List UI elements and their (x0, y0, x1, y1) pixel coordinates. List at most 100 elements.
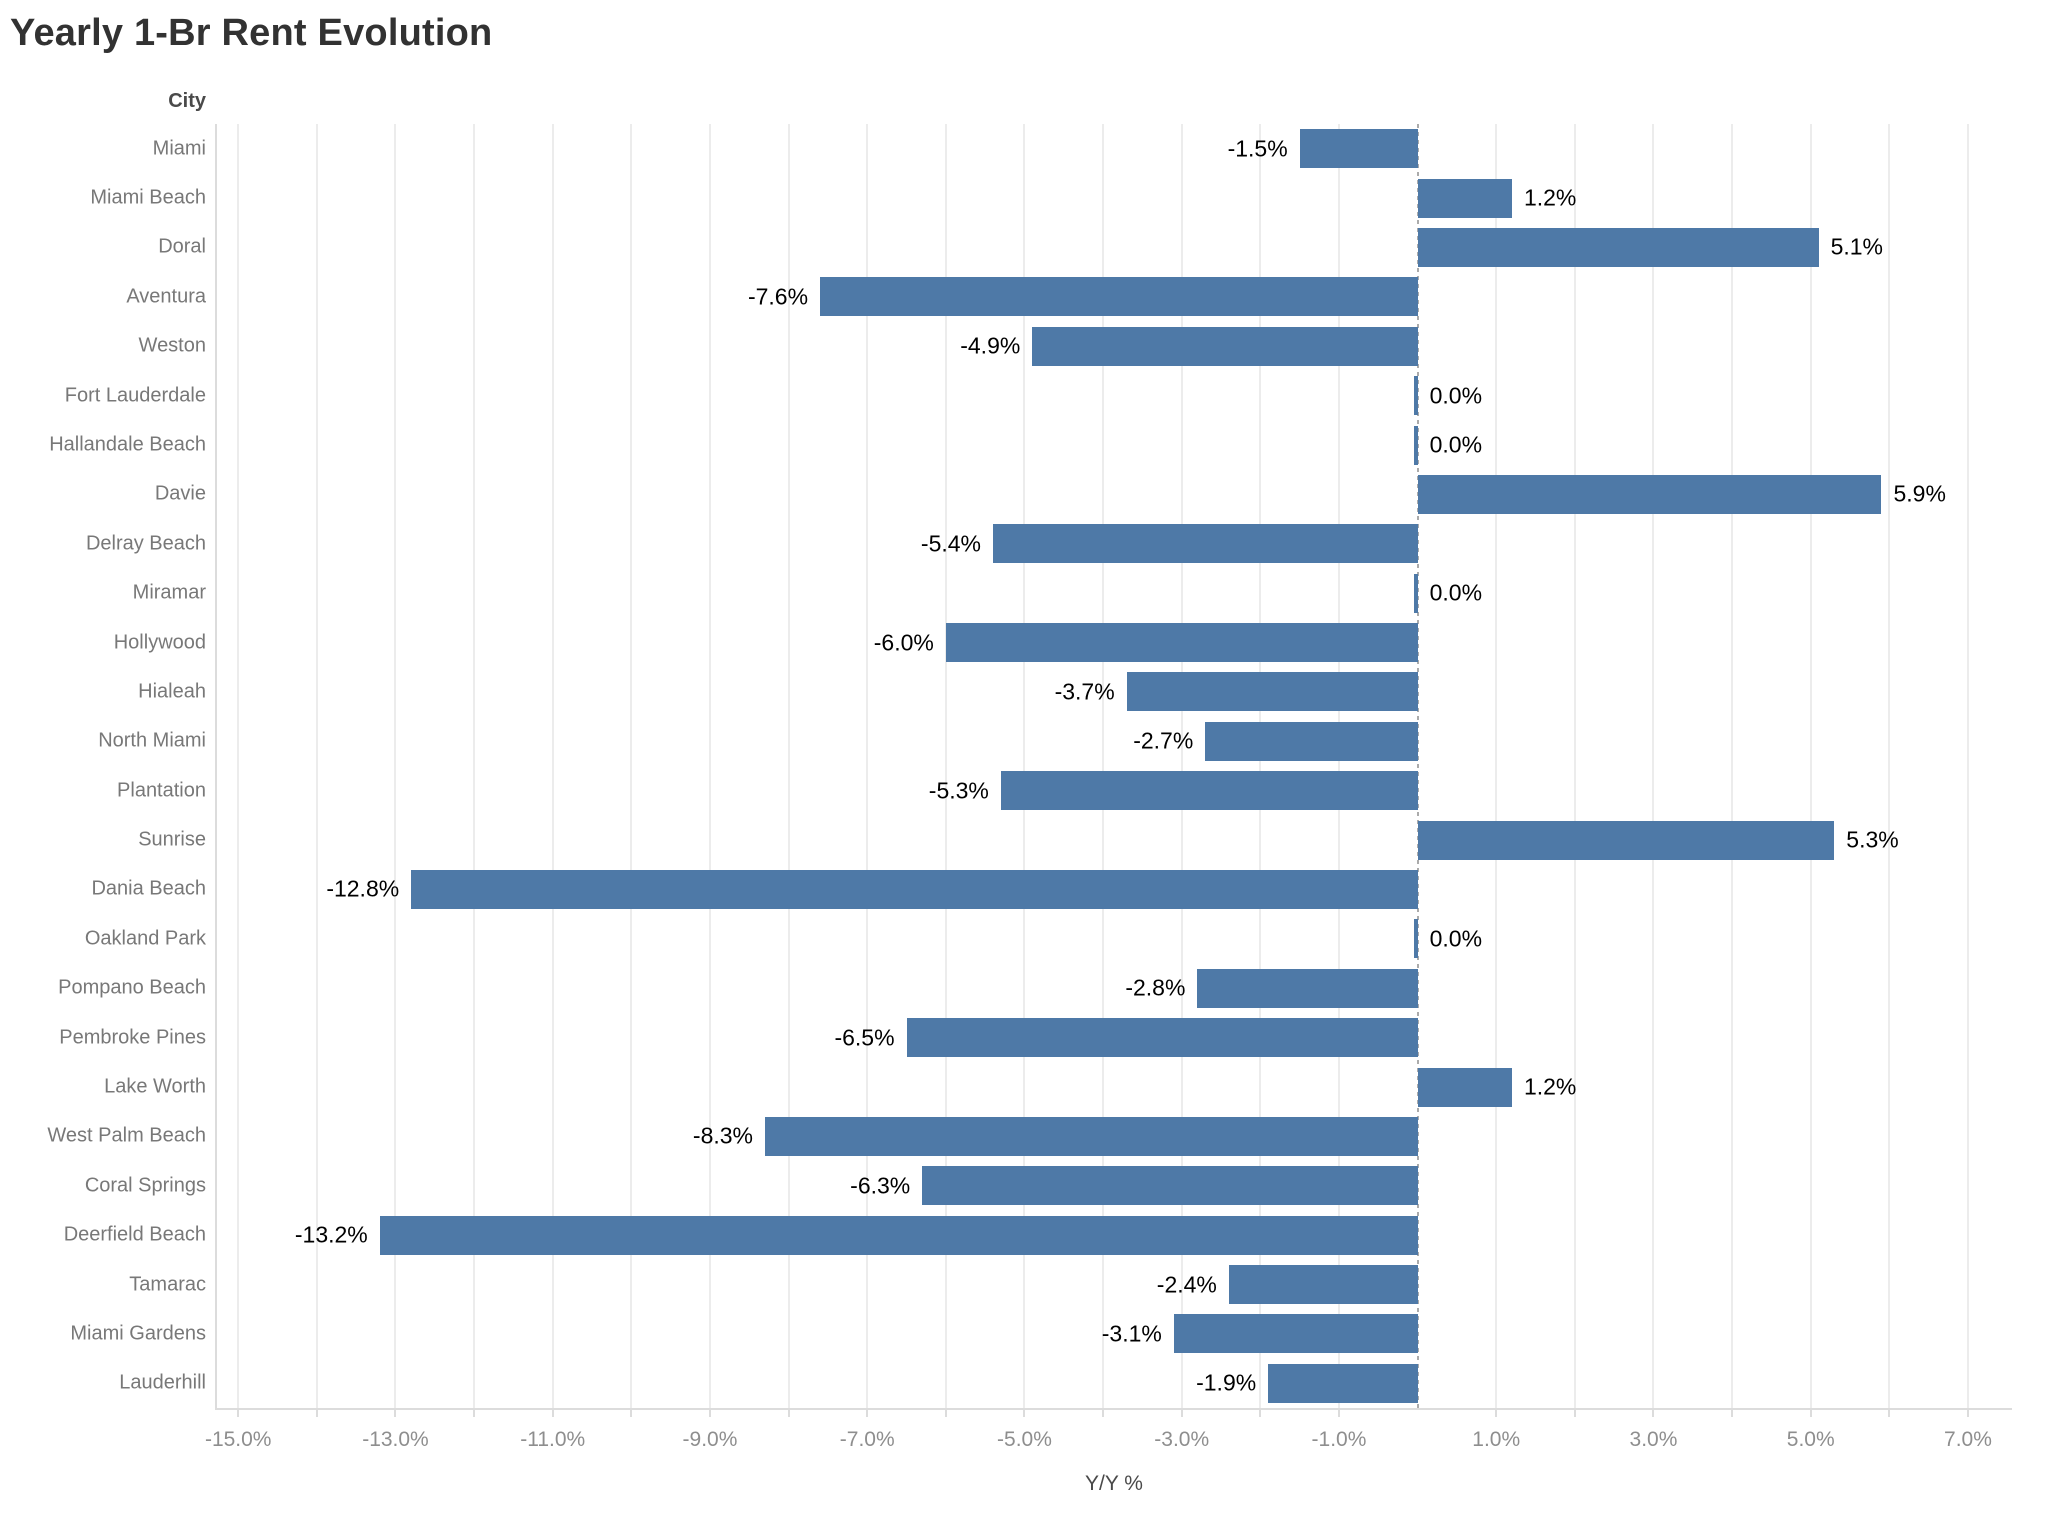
bar-miami[interactable] (1299, 129, 1418, 169)
row-label-fort-lauderdale[interactable]: Fort Lauderdale (64, 384, 206, 407)
zero-line (1416, 124, 1419, 1408)
bar-oakland-park[interactable] (1413, 919, 1418, 959)
bar-pembroke-pines[interactable] (906, 1018, 1418, 1058)
value-label-miami-gardens: -3.1% (1101, 1320, 1162, 1347)
gridline (944, 124, 947, 1408)
gridline (1023, 124, 1026, 1408)
row-label-sunrise[interactable]: Sunrise (138, 828, 206, 851)
x-tick-label: -11.0% (520, 1428, 586, 1451)
x-tick-mark (1337, 1410, 1340, 1417)
bar-miami-gardens[interactable] (1173, 1314, 1418, 1354)
row-label-coral-springs[interactable]: Coral Springs (84, 1174, 206, 1197)
x-axis-tick-labels: -15.0% -13.0% -11.0% -9.0% -7.0% -5.0% -3.0% -1… (205, 1428, 2012, 1458)
row-label-plantation[interactable]: Plantation (117, 779, 206, 802)
x-tick-mark (1652, 1410, 1655, 1417)
row-label-dania-beach[interactable]: Dania Beach (91, 877, 206, 900)
bar-doral[interactable] (1417, 227, 1819, 267)
x-tick-label: -5.0% (997, 1428, 1052, 1451)
bar-west-palm-beach[interactable] (765, 1116, 1418, 1156)
x-tick-mark (473, 1410, 476, 1417)
x-tick-mark (237, 1410, 240, 1417)
gridline (315, 124, 318, 1408)
x-tick-mark (315, 1410, 318, 1417)
x-tick-mark (1495, 1410, 1498, 1417)
bar-tamarac[interactable] (1228, 1265, 1418, 1305)
row-label-miami-beach[interactable]: Miami Beach (90, 186, 206, 209)
bar-pompano-beach[interactable] (1197, 968, 1418, 1008)
gridline (394, 124, 397, 1408)
x-axis-title: Y/Y % (1085, 1472, 1143, 1495)
row-label-hollywood[interactable]: Hollywood (113, 631, 206, 654)
gridline (708, 124, 711, 1408)
chart-title: Yearly 1-Br Rent Evolution (10, 12, 493, 54)
bar-sunrise[interactable] (1417, 820, 1835, 860)
bar-lauderhill[interactable] (1268, 1363, 1418, 1403)
bar-deerfield-beach[interactable] (379, 1215, 1418, 1255)
row-label-miami[interactable]: Miami (152, 137, 206, 160)
x-tick-mark (1102, 1410, 1105, 1417)
row-label-weston[interactable]: Weston (138, 334, 206, 357)
x-tick-mark (1023, 1410, 1026, 1417)
bar-davie[interactable] (1417, 474, 1882, 514)
bar-fort-lauderdale[interactable] (1413, 376, 1418, 416)
row-label-north-miami[interactable]: North Miami (98, 729, 206, 752)
value-label-dania-beach: -12.8% (326, 875, 400, 902)
x-tick-mark (1259, 1410, 1262, 1417)
bar-north-miami[interactable] (1205, 721, 1418, 761)
x-tick-label: -3.0% (1154, 1428, 1210, 1451)
x-tick-mark (1731, 1410, 1734, 1417)
row-label-delray-beach[interactable]: Delray Beach (85, 532, 206, 555)
x-tick-label: -1.0% (1311, 1428, 1367, 1451)
gridline (1259, 124, 1262, 1408)
row-label-aventura[interactable]: Aventura (126, 285, 206, 308)
row-label-lauderhill[interactable]: Lauderhill (119, 1371, 206, 1394)
value-label-miami-beach: 1.2% (1523, 184, 1577, 211)
row-label-west-palm-beach[interactable]: West Palm Beach (47, 1124, 206, 1147)
x-tick-label: -13.0% (362, 1428, 429, 1451)
value-label-lake-worth: 1.2% (1523, 1073, 1577, 1100)
value-label-weston: -4.9% (960, 332, 1021, 359)
row-label-davie[interactable]: Davie (154, 482, 206, 505)
row-label-miramar[interactable]: Miramar (132, 581, 206, 604)
value-label-miami: -1.5% (1227, 135, 1288, 162)
value-label-oakland-park: 0.0% (1429, 925, 1483, 952)
x-tick-label: 3.0% (1629, 1428, 1678, 1451)
row-label-hialeah[interactable]: Hialeah (138, 680, 206, 703)
bar-plantation[interactable] (1000, 771, 1418, 811)
gridline (1652, 124, 1655, 1408)
plot-area: -1.5% 1.2% 5.1% -7.6% -4.9% 0.0% 0.0% 5.9% -5.4%… (217, 124, 2012, 1408)
row-label-miami-gardens[interactable]: Miami Gardens (70, 1322, 206, 1345)
bar-dania-beach[interactable] (411, 869, 1418, 909)
x-tick-mark (1809, 1410, 1812, 1417)
row-label-tamarac[interactable]: Tamarac (129, 1273, 206, 1296)
bar-weston[interactable] (1032, 326, 1418, 366)
bar-hollywood[interactable] (945, 623, 1418, 663)
bar-coral-springs[interactable] (922, 1166, 1418, 1206)
x-tick-mark (394, 1410, 397, 1417)
bar-hallandale-beach[interactable] (1413, 425, 1418, 465)
row-label-oakland-park[interactable]: Oakland Park (84, 927, 206, 950)
gridline (1731, 124, 1734, 1408)
value-label-pembroke-pines: -6.5% (834, 1024, 895, 1051)
y-axis-rule (215, 124, 217, 1408)
x-tick-label: 7.0% (1944, 1428, 1992, 1451)
value-label-davie: 5.9% (1893, 480, 1946, 507)
bar-lake-worth[interactable] (1417, 1067, 1512, 1107)
bar-aventura[interactable] (820, 277, 1418, 317)
row-label-deerfield-beach[interactable]: Deerfield Beach (63, 1223, 206, 1246)
gridline (237, 124, 240, 1408)
row-label-lake-worth[interactable]: Lake Worth (104, 1075, 206, 1098)
bar-miramar[interactable] (1413, 573, 1418, 613)
bar-hialeah[interactable] (1126, 672, 1418, 712)
x-tick-label: 1.0% (1472, 1428, 1521, 1451)
row-label-doral[interactable]: Doral (158, 235, 206, 258)
row-label-hallandale-beach[interactable]: Hallandale Beach (49, 433, 206, 456)
bar-miami-beach[interactable] (1417, 178, 1512, 218)
bar-delray-beach[interactable] (993, 524, 1418, 564)
value-label-miramar: 0.0% (1429, 579, 1483, 606)
row-label-pompano-beach[interactable]: Pompano Beach (58, 976, 206, 999)
row-label-pembroke-pines[interactable]: Pembroke Pines (59, 1026, 206, 1049)
x-tick-mark (551, 1410, 554, 1417)
value-label-delray-beach: -5.4% (920, 530, 982, 557)
